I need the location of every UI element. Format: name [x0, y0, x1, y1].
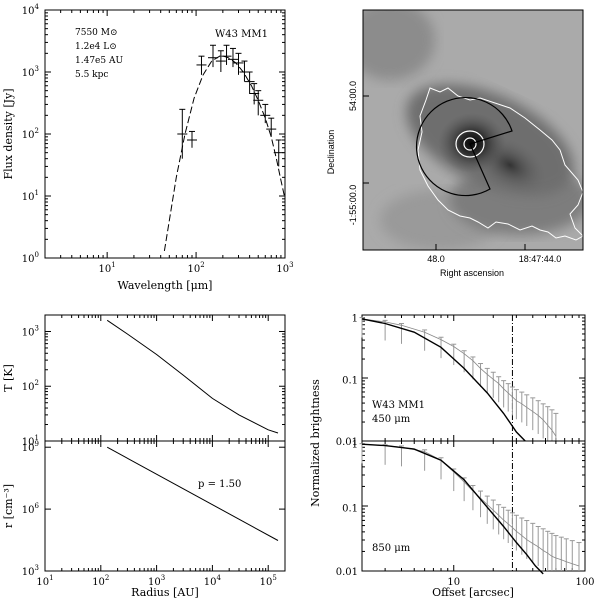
temperature-frame: [44, 314, 286, 442]
map-xlabel: Right ascension: [440, 268, 504, 278]
density-ylabel: r [cm⁻³]: [2, 484, 15, 528]
map-xtick-2: 18:47:44.0: [519, 254, 562, 264]
map-outer-contour: [417, 87, 583, 241]
sed-title: W43 MM1: [215, 29, 268, 40]
density-ytick-label: 106: [22, 502, 40, 516]
profile-450-marks: [359, 315, 559, 442]
sed-xtick-label: 102: [187, 261, 204, 275]
sed-annotation-distance: 5.5 kpc: [75, 70, 108, 80]
map-panel: 48.0 18:47:44.0 Right ascension 54:00.0 …: [326, 9, 584, 278]
profile-850-ytick-label: 1: [352, 440, 358, 451]
profile-xlabel: Offset [arcsec]: [432, 586, 514, 599]
sed-ytick-label: 103: [22, 65, 39, 79]
temperature-ticks: 101 102 103: [22, 314, 286, 448]
density-annotation: p = 1.50: [198, 479, 241, 490]
density-xtick-label: 105: [260, 574, 277, 588]
profile-450-wavelength: 450 μm: [372, 414, 411, 425]
density-panel: 103 106 109 101 102 103 104 105 p = 1.50 Radius…: [2, 440, 286, 599]
map-inner-contour-inner: [463, 137, 477, 151]
temperature-ytick-label: 103: [22, 324, 39, 338]
map-ytick-2: -1:55:00.0: [348, 185, 358, 226]
profile-ylabel: Normalized brightness: [309, 379, 322, 507]
map-aperture: [415, 96, 513, 197]
profile-450-ytick-label: 0.1: [342, 375, 358, 386]
sed-ylabel: Flux density [Jy]: [2, 88, 15, 179]
sed-annotation-luminosity: 1.2e4 L⊙: [75, 42, 117, 52]
profile-450-ytick-label: 1: [352, 314, 358, 325]
sed-xtick-label: 101: [99, 261, 116, 275]
profile-450-panel: 1 0.1 0.01 W43 MM1 450 μm Normalized brigh…: [309, 314, 586, 507]
profile-450-observed-profile: [361, 318, 557, 437]
profile-450-source: W43 MM1: [372, 400, 425, 411]
density-ticks: 103 106 109 101 102 103 104 105: [22, 440, 286, 588]
sed-ytick-label: 100: [22, 251, 39, 265]
profile-850-wavelength: 850 μm: [372, 543, 411, 554]
density-marks: [106, 446, 279, 541]
profile-850-model-curve: [361, 443, 544, 575]
profile-850-marks: [359, 441, 582, 575]
density-frame: [44, 440, 286, 572]
map-frame: [362, 9, 584, 251]
sed-ticks: 101 102 103 100 101 102 103 104: [22, 3, 294, 275]
density-ytick-label: 109: [22, 440, 39, 454]
temperature-profile-line: [106, 319, 279, 434]
sed-panel: 101 102 103 100 101 102 103 104 7550 M⊙ 1.2e4 L…: [2, 3, 294, 292]
temperature-panel: 101 102 103 T [K]: [2, 314, 286, 448]
density-ytick-label: 103: [22, 564, 39, 578]
profile-850-ytick-label: 0.01: [336, 567, 358, 578]
temperature-marks: [106, 319, 279, 434]
density-profile-line: [106, 446, 279, 541]
sed-ytick-label: 101: [22, 189, 39, 203]
sed-annotation-mass: 7550 M⊙: [75, 28, 118, 38]
profile-850-xtick-label: 100: [575, 577, 594, 588]
map-emission: [363, 10, 583, 250]
sed-ytick-label: 102: [22, 127, 39, 141]
sed-annotation-size: 1.47e5 AU: [75, 56, 123, 66]
map-ytick-1: 54:00.0: [348, 81, 358, 111]
density-xtick-label: 104: [204, 574, 222, 588]
density-xlabel: Radius [AU]: [131, 586, 199, 599]
profile-850-panel: 1 0.1 0.01 10 100 850 μm Offset [arcsec]: [336, 440, 595, 599]
sed-model-curve: [163, 54, 286, 251]
profile-450-model-curve: [361, 318, 526, 442]
density-xtick-label: 101: [36, 574, 53, 588]
sed-xtick-label: 103: [276, 261, 293, 275]
sed-xlabel: Wavelength [μm]: [118, 279, 213, 292]
temperature-ytick-label: 101: [22, 434, 39, 448]
temperature-ylabel: T [K]: [2, 364, 15, 392]
profile-850-ticks: 1 0.1 0.01 10 100: [336, 440, 595, 588]
profile-450-ytick-label: 0.01: [336, 437, 358, 448]
map-inner-contour-outer: [455, 130, 485, 158]
map-ylabel: Declination: [326, 130, 336, 175]
sed-ytick-label: 104: [22, 3, 40, 17]
sed-marks: [163, 44, 286, 251]
profile-850-ytick-label: 0.1: [342, 503, 358, 514]
density-xtick-label: 103: [148, 574, 165, 588]
temperature-ytick-label: 102: [22, 379, 39, 393]
density-xtick-label: 102: [92, 574, 109, 588]
map-xtick-1: 48.0: [427, 254, 445, 264]
profile-850-xtick-label: 10: [447, 577, 460, 588]
